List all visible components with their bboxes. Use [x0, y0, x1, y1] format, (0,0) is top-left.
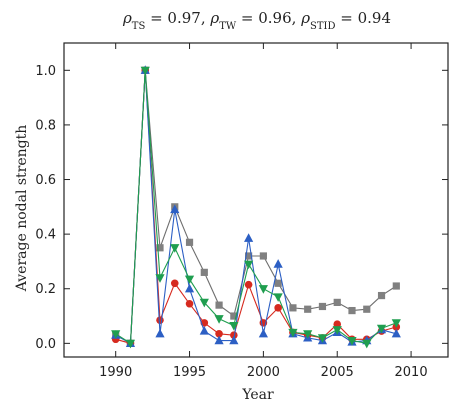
data-point-triangle-down [140, 66, 150, 76]
data-point-triangle-up [214, 335, 224, 345]
data-point-triangle-up [391, 328, 401, 338]
data-point-square [274, 279, 282, 287]
data-point-circle [230, 331, 238, 339]
data-point-triangle-down [229, 322, 239, 331]
data-point-square [289, 304, 297, 312]
title-part: TW [219, 21, 237, 32]
data-point-circle [170, 279, 179, 288]
plot-border [63, 42, 449, 358]
data-point-square [245, 252, 253, 260]
y-axis-label: Average nodal strength [14, 125, 30, 293]
data-point-square [185, 238, 194, 246]
data-point-square [259, 252, 267, 260]
data-point-triangle-up [184, 283, 195, 293]
data-point-circle [244, 280, 253, 289]
title-part: ρ [300, 9, 310, 27]
data-point-triangle-up [229, 335, 239, 345]
data-point-triangle-down [391, 319, 401, 328]
y-tick-label: 0.4 [35, 228, 56, 243]
data-point-square [230, 312, 238, 320]
x-axis: 1990 1995 2000 2005 2010 [99, 43, 428, 380]
title-part: TS [132, 21, 146, 32]
data-point-square [348, 306, 356, 315]
data-point-triangle-down [111, 330, 121, 339]
data-point-triangle-down [199, 298, 209, 308]
x-axis-label: Year [241, 387, 274, 403]
y-tick-label: 0.6 [35, 173, 56, 188]
data-point-triangle-up [170, 204, 180, 214]
data-point-triangle-down [303, 330, 313, 339]
data-point-triangle-up [244, 233, 254, 242]
y-axis: 0.0 0.2 0.4 0.6 0.8 1.0 [35, 64, 448, 352]
title-part: = 0.97, [145, 9, 210, 27]
data-point-triangle-up [155, 328, 165, 338]
data-point-triangle-down [214, 315, 224, 324]
x-tick-label: 2000 [247, 365, 280, 380]
title-part: = 0.96, [236, 9, 301, 27]
title-part: STID [310, 21, 336, 32]
data-point-triangle-down [170, 244, 180, 253]
data-point-triangle-down [184, 275, 195, 285]
data-point-circle [156, 316, 164, 324]
data-point-triangle-down [273, 293, 283, 302]
data-point-triangle-down [288, 328, 298, 338]
data-point-square [215, 301, 223, 309]
y-tick-label: 1.0 [35, 64, 56, 79]
data-point-triangle-down [347, 337, 357, 346]
series-triangle-down [111, 66, 401, 349]
data-point-triangle-down [362, 339, 372, 349]
data-point-circle [215, 329, 223, 338]
title-part: = 0.94 [336, 9, 392, 27]
data-point-square [318, 302, 327, 311]
data-point-square [200, 268, 208, 276]
y-tick-label: 0.0 [35, 337, 56, 352]
data-point-square [377, 291, 386, 300]
chart-title: ρTS = 0.97, ρTW = 0.96, ρSTID = 0.94 [122, 9, 391, 32]
data-point-square [363, 305, 371, 313]
x-tick-label: 1990 [99, 365, 132, 380]
data-point-square [156, 244, 164, 252]
data-point-triangle-up [258, 328, 268, 338]
data-point-triangle-down [332, 326, 342, 335]
series-layer [111, 65, 401, 349]
x-tick-label: 2010 [395, 365, 428, 380]
data-point-circle [185, 299, 194, 308]
data-point-circle [274, 304, 282, 312]
data-point-triangle-down [125, 339, 136, 349]
title-part: ρ [209, 9, 219, 27]
series-square [112, 66, 400, 347]
data-point-square [392, 282, 400, 290]
data-point-triangle-down [376, 324, 387, 334]
y-tick-label: 0.8 [35, 118, 56, 133]
data-point-triangle-down [317, 334, 328, 343]
data-point-triangle-down [155, 274, 165, 283]
data-point-square [304, 305, 312, 313]
plot-frame [63, 42, 449, 358]
data-point-triangle-up [273, 259, 283, 268]
data-point-square [333, 298, 341, 306]
title-part: ρ [122, 9, 132, 27]
data-point-triangle-down [258, 285, 268, 294]
x-tick-label: 2005 [321, 365, 354, 380]
data-point-triangle-up [199, 326, 209, 335]
data-point-triangle-down [244, 260, 254, 270]
y-tick-label: 0.2 [35, 282, 56, 297]
x-tick-label: 1995 [173, 365, 206, 380]
